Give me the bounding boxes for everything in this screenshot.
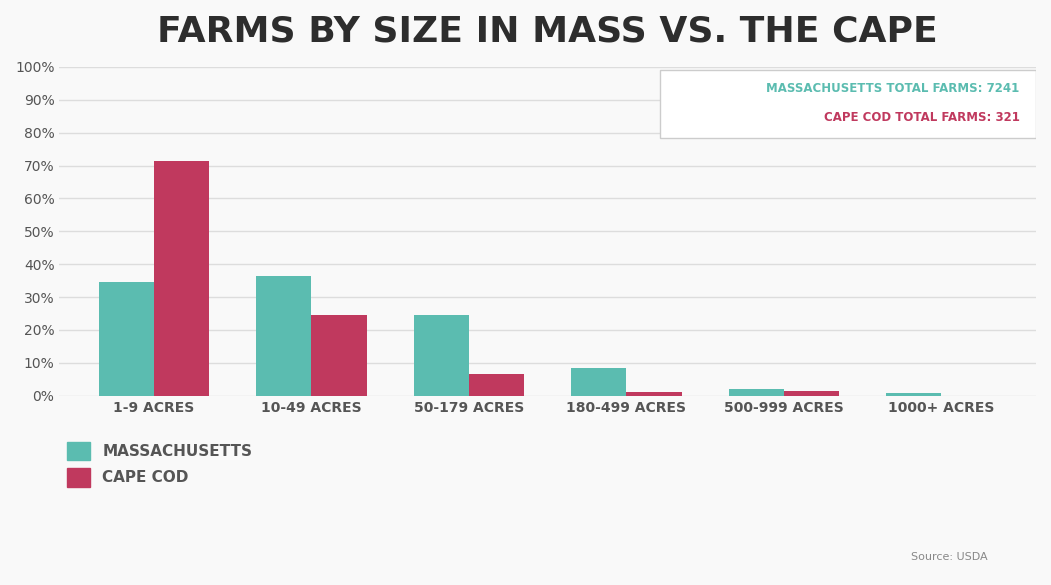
Bar [256,276,311,395]
Bar [626,392,682,395]
Bar [572,368,626,395]
Bar [469,374,524,395]
Text: CAPE COD TOTAL FARMS: 321: CAPE COD TOTAL FARMS: 321 [824,111,1019,125]
FancyBboxPatch shape [660,70,1036,137]
Legend: MASSACHUSETTS, CAPE COD: MASSACHUSETTS, CAPE COD [67,442,252,487]
Bar [728,389,784,395]
Bar [311,315,367,395]
Text: MASSACHUSETTS TOTAL FARMS: 7241: MASSACHUSETTS TOTAL FARMS: 7241 [766,82,1019,95]
Bar [414,315,469,395]
Bar [99,283,153,395]
Bar [886,393,942,395]
Text: Source: USDA: Source: USDA [911,552,988,562]
Bar [784,391,839,395]
Bar [153,161,209,395]
Title: FARMS BY SIZE IN MASS VS. THE CAPE: FARMS BY SIZE IN MASS VS. THE CAPE [158,15,939,49]
